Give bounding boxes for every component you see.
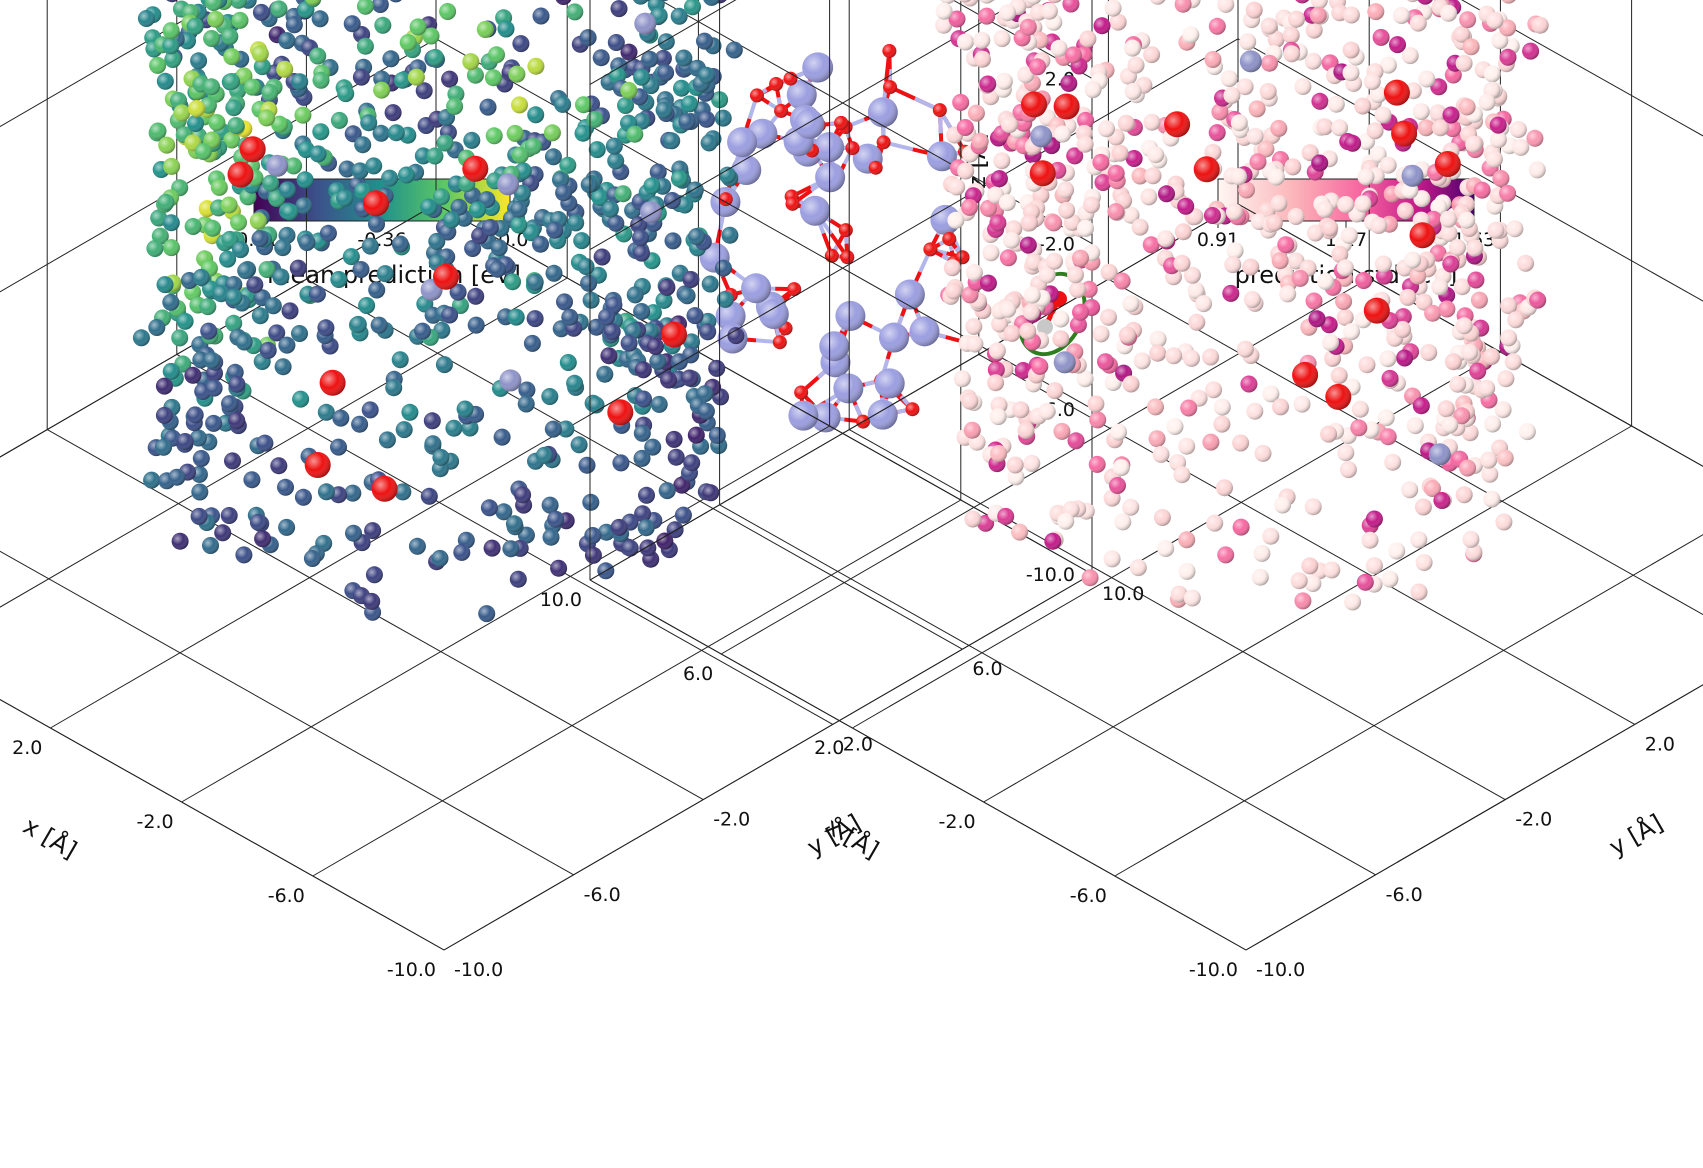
x-tick-label: -10.0 bbox=[387, 959, 436, 981]
x-axis-label: x [Å] bbox=[18, 811, 82, 865]
x-tick-label: -6.0 bbox=[1070, 885, 1107, 907]
x-tick-label: -2.0 bbox=[137, 811, 174, 833]
x-tick-label: 2.0 bbox=[814, 737, 844, 759]
colorbar-mean-label: mean prediction [eV] bbox=[267, 261, 521, 289]
tick-labels: -10.0 -6.0 -2.0 2.0 6.0 10.0 -10.0 -6.0 -2.0 2.0 6… bbox=[540, 589, 1675, 981]
y-tick-label: 2.0 bbox=[843, 733, 873, 755]
y-tick-label: 6.0 bbox=[972, 658, 1002, 680]
zeolite-cage-structure bbox=[699, 43, 1087, 433]
x-tick-label: -2.0 bbox=[939, 811, 976, 833]
y-tick-label: -6.0 bbox=[1386, 884, 1423, 906]
y-tick-label: -2.0 bbox=[713, 809, 750, 831]
z-tick-label: -10.0 bbox=[1026, 564, 1075, 586]
x-tick-label: 6.0 bbox=[683, 663, 713, 685]
y-tick-label: -6.0 bbox=[584, 884, 621, 906]
x-tick-label: -10.0 bbox=[1189, 959, 1238, 981]
y-axis-label: y [Å] bbox=[1604, 808, 1668, 862]
adsorbate-atom-h bbox=[1037, 319, 1053, 335]
y-tick-label: -10.0 bbox=[1256, 959, 1305, 981]
y-tick-label: -10.0 bbox=[454, 959, 503, 981]
scatter3d-std-panel: -10.0 -6.0 -2.0 2.0 6.0 10.0 -10.0 -6.0 -2.0 2.0 6… bbox=[540, 0, 1703, 981]
scatter3d-mean-panel: -10.0 -6.0 -2.0 2.0 6.0 10.0 -10.0 -6.0 -2.0 2.0 6… bbox=[0, 0, 1144, 981]
x-tick-label: -6.0 bbox=[268, 885, 305, 907]
x-tick-label: 10.0 bbox=[540, 589, 582, 611]
x-tick-label: 2.0 bbox=[12, 737, 42, 759]
point-cloud bbox=[132, 0, 745, 623]
z-tick-label: -2.0 bbox=[1038, 234, 1075, 256]
point-cloud bbox=[935, 0, 1549, 611]
y-tick-label: 2.0 bbox=[1645, 733, 1675, 755]
y-tick-label: -2.0 bbox=[1515, 809, 1552, 831]
y-tick-label: 10.0 bbox=[1102, 583, 1144, 605]
